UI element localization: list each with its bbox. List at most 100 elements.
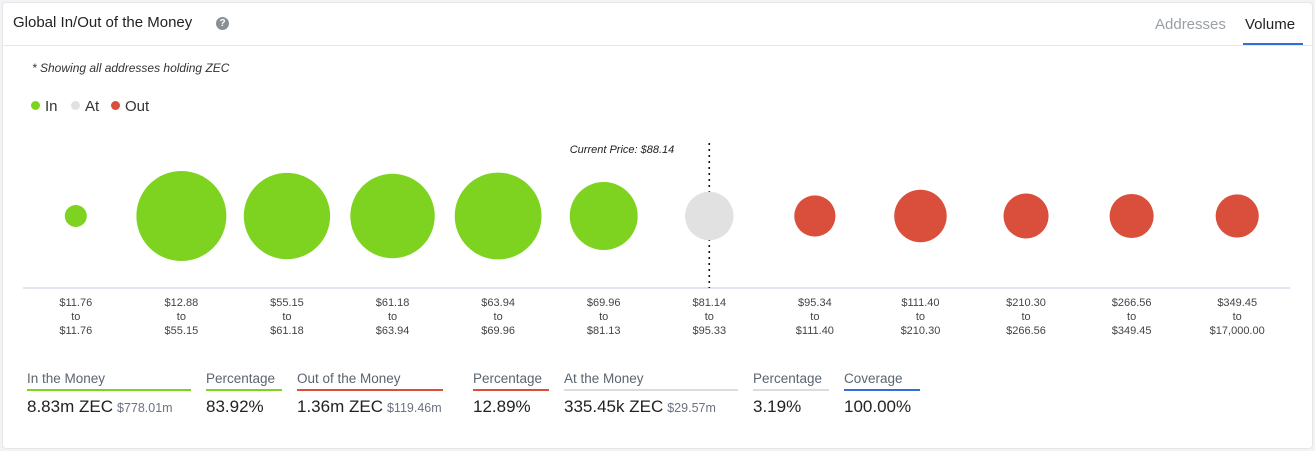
legend-label-out: Out: [125, 98, 150, 115]
tick-label-to: to: [71, 311, 80, 323]
stat-label: Out of the Money: [297, 371, 401, 386]
stat-bar: [206, 389, 282, 391]
bubble-in: [136, 171, 227, 261]
bubble-out: [1109, 193, 1154, 239]
tick-label-from: $95.34: [798, 297, 832, 309]
help-icon[interactable]: ?: [216, 17, 229, 30]
bubble-in: [569, 182, 638, 250]
tick-label-upper: $95.33: [692, 325, 726, 337]
tick-label-from: $63.94: [481, 297, 515, 309]
tick-label-from: $11.76: [59, 297, 92, 309]
stat-value: 3.19%: [753, 397, 829, 417]
stat-label: Percentage: [206, 371, 276, 386]
stat-bar: [473, 389, 549, 391]
stat-label: At the Money: [564, 371, 644, 386]
stat-main-value: 8.83m ZEC: [27, 397, 113, 416]
legend-dot-out: [111, 101, 120, 110]
tick-label-from: $12.88: [165, 297, 199, 309]
stat-bar: [753, 389, 829, 391]
bubble-at: [685, 191, 734, 241]
stat-out-percentage: Percentage 12.89%: [473, 371, 549, 417]
stat-coverage: Coverage 100.00%: [844, 371, 920, 417]
tick-label-upper: $69.96: [481, 325, 515, 337]
tick-label-from: $266.56: [1112, 297, 1152, 309]
tick-label-to: to: [916, 311, 925, 323]
stat-main-value: 100.00%: [844, 397, 912, 416]
bubble-out: [794, 195, 836, 237]
tick-label-to: to: [1127, 311, 1136, 323]
tab-addresses[interactable]: Addresses: [1155, 16, 1226, 33]
stat-value: 12.89%: [473, 397, 549, 417]
tick-label-upper: $63.94: [376, 325, 410, 337]
stat-bar: [27, 389, 191, 391]
stat-sub-value: $778.01m: [116, 401, 173, 415]
stat-sub-value: $29.57m: [667, 401, 716, 415]
tick-label-from: $210.30: [1006, 297, 1046, 309]
tick-label-to: to: [705, 311, 714, 323]
active-tab-indicator: [1243, 43, 1303, 45]
tick-label-to: to: [282, 311, 291, 323]
bubble-out: [1215, 194, 1259, 238]
tick-label-upper: $349.45: [1112, 325, 1152, 337]
stat-main-value: 335.45k ZEC: [564, 397, 664, 416]
bubble-in: [350, 173, 435, 259]
stat-label: Percentage: [473, 371, 543, 386]
bubble-out: [894, 189, 947, 243]
iomap-bubble-chart: Current Price: $88.14 $11.76 to $11.76 $12.8…: [23, 143, 1290, 337]
stat-bar: [297, 389, 443, 391]
stat-value: 83.92%: [206, 397, 282, 417]
legend-item-in[interactable]: In: [31, 98, 58, 115]
tick-label-to: to: [1021, 311, 1030, 323]
stat-in-percentage: Percentage 83.92%: [206, 371, 282, 417]
tick-label-upper: $61.18: [270, 325, 304, 337]
tick-label-from: $69.96: [587, 297, 621, 309]
tick-label-upper: $55.15: [165, 325, 199, 337]
stat-sub-value: $119.46m: [386, 401, 442, 415]
bubble-out: [1003, 193, 1049, 239]
tick-label-upper: $266.56: [1006, 325, 1046, 337]
tick-label-from: $81.14: [692, 297, 726, 309]
stat-main-value: 12.89%: [473, 397, 531, 416]
stat-main-value: 3.19%: [753, 397, 802, 416]
tick-label-from: $111.40: [901, 297, 939, 309]
bubble-in: [243, 172, 331, 260]
stat-at-percentage: Percentage 3.19%: [753, 371, 829, 417]
stat-label: In the Money: [27, 371, 106, 386]
stat-main-value: 83.92%: [206, 397, 264, 416]
card-header: Global In/Out of the Money ? Addresses V…: [3, 3, 1312, 46]
legend-item-at[interactable]: At: [71, 98, 99, 115]
stat-main-value: 1.36m ZEC: [297, 397, 383, 416]
tick-label-to: to: [810, 311, 819, 323]
stat-at-the-money: At the Money 335.45k ZEC $29.57m: [564, 371, 738, 417]
tick-label-to: to: [388, 311, 397, 323]
tab-volume[interactable]: Volume: [1245, 16, 1296, 33]
stat-out-of-the-money: Out of the Money 1.36m ZEC $119.46m: [297, 371, 443, 417]
tick-label-upper: $111.40: [796, 325, 834, 337]
stat-bar: [564, 389, 738, 391]
legend-label-at: At: [85, 98, 100, 115]
stat-label: Percentage: [753, 371, 823, 386]
summary-stats: In the Money 8.83m ZEC $778.01m Percentag…: [3, 371, 1312, 431]
stat-value: 100.00%: [844, 397, 920, 417]
bubble-in: [454, 172, 542, 260]
tick-label-upper: $11.76: [59, 325, 92, 337]
tick-label-from: $55.15: [270, 297, 304, 309]
tick-label-to: to: [494, 311, 503, 323]
card-title: Global In/Out of the Money: [13, 14, 193, 31]
tick-label-from: $349.45: [1217, 297, 1257, 309]
legend-dot-at: [71, 101, 80, 110]
tick-label-upper: $210.30: [901, 325, 941, 337]
tick-label-to: to: [599, 311, 608, 323]
bubble-in: [64, 204, 87, 228]
tick-label-to: to: [1233, 311, 1242, 323]
stat-bar: [844, 389, 920, 391]
stat-value: 1.36m ZEC $119.46m: [297, 397, 443, 417]
holders-note: * Showing all addresses holding ZEC: [32, 61, 230, 75]
stat-label: Coverage: [844, 371, 903, 386]
stat-value: 8.83m ZEC $778.01m: [27, 397, 191, 417]
tick-label-upper: $81.13: [587, 325, 621, 337]
legend-label-in: In: [45, 98, 58, 115]
legend-item-out[interactable]: Out: [111, 98, 149, 115]
tick-label-upper: $17,000.00: [1210, 325, 1265, 337]
